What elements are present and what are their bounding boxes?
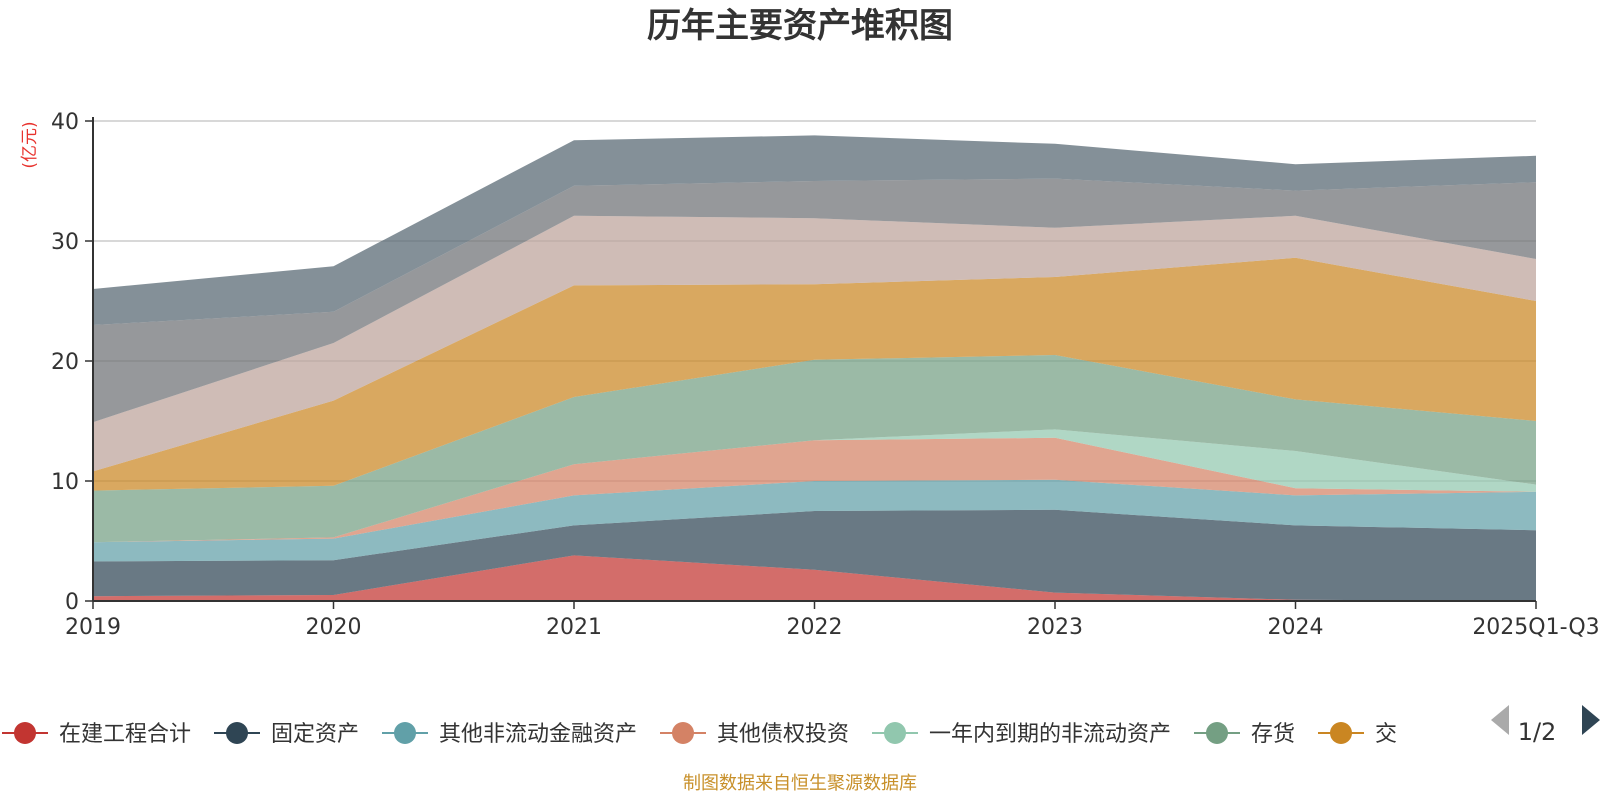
x-tick-label: 2022 — [787, 615, 843, 640]
area-series-9 — [93, 178, 1536, 423]
legend-label: 存货 — [1251, 722, 1295, 747]
legend-prev-arrow-icon[interactable] — [1491, 705, 1509, 735]
y-tick-label: 30 — [51, 230, 79, 255]
area-series-5 — [93, 429, 1536, 543]
legend-marker-icon — [1206, 722, 1228, 744]
legend-marker-icon — [884, 722, 906, 744]
area-series-2 — [93, 509, 1536, 601]
legend-marker-icon — [14, 722, 36, 744]
axes — [85, 117, 1537, 609]
legend-label: 固定资产 — [271, 722, 359, 747]
legend-label: 其他债权投资 — [717, 722, 849, 747]
legend-next-arrow-icon[interactable] — [1582, 705, 1600, 735]
legend-label: 一年内到期的非流动资产 — [929, 722, 1171, 747]
legend: 在建工程合计 固定资产 其他非流动金融资产 其他债权投资 一年内到期的非流动资产 存货 交 — [2, 722, 1397, 747]
x-tick-label: 2023 — [1027, 615, 1083, 640]
area-series-1 — [93, 555, 1536, 601]
legend-marker-icon — [394, 722, 416, 744]
area-series-10 — [93, 135, 1536, 325]
y-tick-label: 20 — [51, 350, 79, 375]
data-source-note: 制图数据来自恒生聚源数据库 — [683, 773, 917, 794]
legend-item[interactable]: 其他债权投资 — [660, 722, 849, 747]
y-tick-label: 40 — [51, 110, 79, 135]
legend-label: 在建工程合计 — [59, 722, 191, 747]
area-series-7 — [93, 257, 1536, 491]
legend-label: 交 — [1375, 722, 1397, 747]
x-tick-label: 2019 — [65, 615, 121, 640]
legend-item[interactable]: 固定资产 — [214, 722, 359, 747]
legend-marker-icon — [672, 722, 694, 744]
y-tick-label: 10 — [51, 470, 79, 495]
x-tick-label: 2025Q1-Q3 — [1472, 615, 1599, 640]
x-tick-label: 2020 — [306, 615, 362, 640]
y-axis-label: (亿元) — [20, 121, 40, 168]
legend-label: 其他非流动金融资产 — [439, 722, 637, 747]
legend-marker-icon — [226, 722, 248, 744]
legend-item[interactable]: 其他非流动金融资产 — [382, 722, 637, 747]
x-tick-label: 2024 — [1268, 615, 1324, 640]
legend-page-indicator: 1/2 — [1518, 718, 1557, 746]
area-series-8 — [93, 215, 1536, 472]
legend-pager: 1/2 — [1491, 705, 1600, 746]
legend-item[interactable]: 一年内到期的非流动资产 — [872, 722, 1171, 747]
y-tick-label: 0 — [65, 590, 79, 615]
legend-item[interactable]: 交 — [1318, 722, 1397, 747]
legend-marker-icon — [1330, 722, 1352, 744]
tick-labels: 0 10 20 30 40 2019 2020 2021 2022 2023 2024 2025Q1-… — [51, 110, 1600, 640]
area-series-3 — [93, 479, 1536, 562]
area-series-6 — [93, 355, 1536, 543]
legend-item[interactable]: 存货 — [1194, 722, 1295, 747]
stacked-areas — [93, 135, 1536, 601]
legend-item[interactable]: 在建工程合计 — [2, 722, 191, 747]
chart-title: 历年主要资产堆积图 — [647, 6, 953, 46]
area-series-4 — [93, 437, 1536, 543]
x-tick-label: 2021 — [546, 615, 602, 640]
